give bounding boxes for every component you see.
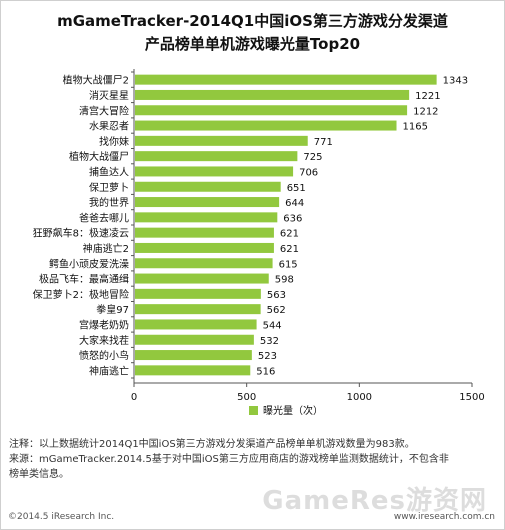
- category-label: 保卫萝卜2：极地冒险: [33, 288, 129, 301]
- category-label: 鳄鱼小顽皮爱洗澡: [49, 257, 129, 270]
- data-label: 563: [267, 290, 286, 301]
- bar: [135, 166, 294, 177]
- bar: [135, 273, 269, 284]
- data-label: 1343: [443, 76, 468, 87]
- x-tick-label: 0: [131, 392, 137, 403]
- chart-title: mGameTracker-2014Q1中国iOS第三方游戏分发渠道: [57, 12, 448, 30]
- bar: [135, 105, 408, 116]
- bar: [135, 365, 251, 376]
- chart-subtitle: 产品榜单单机游戏曝光量Top20: [144, 35, 361, 53]
- bar: [135, 258, 273, 269]
- category-label: 拳皇97: [96, 303, 129, 316]
- data-label: 644: [285, 198, 304, 209]
- legend-swatch: [249, 406, 258, 415]
- category-label: 极品飞车：最高通缉: [39, 273, 129, 286]
- category-label: 狂野飙车8：极速凌云: [33, 227, 129, 240]
- data-label: 532: [260, 336, 279, 347]
- data-label: 651: [287, 183, 306, 194]
- copyright-text: ©2014.5 iResearch Inc.: [8, 512, 115, 522]
- bar-chart: 植物大战僵尸2 1343 消灭星星 1221 清宫大冒险 1212 水果忍者 1165 找你妹 7…: [33, 69, 485, 417]
- bar: [135, 120, 397, 131]
- category-label: 水果忍者: [89, 121, 129, 133]
- data-label: 1212: [413, 106, 438, 117]
- data-label: 636: [283, 213, 302, 224]
- source-line-1: 来源：mGameTracker.2014.5基于对中国iOS第三方应用商店的游戏…: [9, 454, 449, 465]
- bar: [135, 334, 254, 345]
- bar: [135, 181, 281, 192]
- bar: [135, 319, 257, 330]
- bar: [135, 242, 274, 253]
- category-label: 爸爸去哪儿: [79, 211, 129, 224]
- category-label: 我的世界: [89, 196, 129, 209]
- data-label: 621: [280, 244, 299, 255]
- chart-notes: 注释：以上数据统计2014Q1中国iOS第三方游戏分发渠道产品榜单单机游戏数量为…: [9, 437, 499, 482]
- category-label: 找你妹: [99, 135, 129, 148]
- category-label: 植物大战僵尸2: [63, 74, 129, 87]
- bar: [135, 288, 261, 299]
- x-tick-label: 1000: [347, 392, 372, 403]
- category-label: 宫爆老奶奶: [79, 318, 129, 331]
- data-label: 1221: [415, 91, 440, 102]
- legend-label: 曝光量（次）: [263, 404, 323, 417]
- category-label: 神庙逃亡: [89, 364, 129, 377]
- bar: [135, 89, 410, 100]
- data-label: 621: [280, 229, 299, 240]
- category-label: 消灭星星: [89, 89, 129, 102]
- data-label: 706: [299, 167, 318, 178]
- bar: [135, 212, 278, 223]
- category-label: 愤怒的小鸟: [79, 349, 129, 362]
- bar: [135, 197, 280, 208]
- bar: [135, 135, 308, 146]
- data-label: 771: [314, 137, 333, 148]
- data-label: 544: [263, 320, 282, 331]
- data-label: 1165: [403, 122, 428, 133]
- website-text: www.iresearch.com.cn: [393, 512, 495, 522]
- data-label: 598: [275, 275, 294, 286]
- bar: [135, 151, 298, 162]
- category-label: 清宫大冒险: [79, 104, 129, 117]
- category-label: 大家来找茬: [79, 334, 129, 347]
- bar: [135, 227, 274, 238]
- note-line-1: 注释：以上数据统计2014Q1中国iOS第三方游戏分发渠道产品榜单单机游戏数量为…: [9, 439, 415, 450]
- x-tick-label: 1500: [459, 392, 484, 403]
- category-label: 保卫萝卜: [89, 181, 129, 194]
- category-label: 捕鱼达人: [89, 165, 129, 178]
- category-label: 神庙逃亡2: [83, 242, 129, 255]
- watermark-logo: GameRes游资网: [262, 486, 487, 516]
- data-label: 725: [303, 152, 322, 163]
- category-label: 植物大战僵尸: [69, 150, 129, 163]
- bar: [135, 304, 261, 315]
- data-label: 562: [267, 305, 286, 316]
- bar: [135, 350, 252, 361]
- data-label: 523: [258, 351, 277, 362]
- data-label: 615: [279, 259, 298, 270]
- data-label: 516: [256, 366, 275, 377]
- x-tick-label: 500: [237, 392, 256, 403]
- bar: [135, 74, 437, 85]
- source-line-2: 榜单类信息。: [9, 469, 69, 480]
